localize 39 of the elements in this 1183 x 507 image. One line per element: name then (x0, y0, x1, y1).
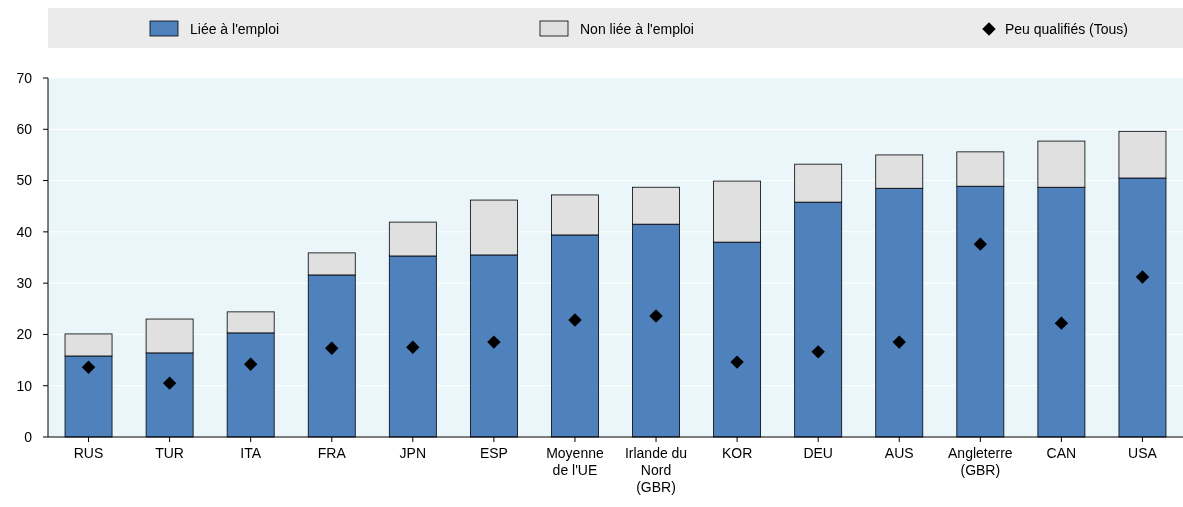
point (811, 345, 825, 359)
legend-label: Peu qualifiés (Tous) (1005, 21, 1128, 37)
point (568, 313, 582, 327)
x-tick-label: USA (1128, 445, 1158, 461)
x-tick-label: DEU (803, 445, 833, 461)
point (162, 376, 177, 390)
y-tick-label: 60 (16, 121, 33, 138)
x-tick-label: Moyenne de l'UE (546, 445, 604, 478)
point (649, 309, 663, 323)
point (1135, 270, 1150, 284)
point (730, 355, 744, 369)
x-tick-label: KOR (721, 445, 753, 461)
x-tick-label: ESP (479, 445, 508, 461)
y-tick-label: 20 (16, 326, 33, 343)
x-tick-label: ITA (240, 445, 262, 461)
y-tick-label: 70 (16, 69, 33, 86)
y-tick-label: 40 (16, 223, 33, 240)
x-tick-label: AUS (884, 445, 914, 461)
x-tick-label: Angleterre (GBR) (948, 445, 1013, 478)
legend-label: Non liée à l'emploi (580, 21, 694, 37)
x-tick-label: FRA (317, 445, 347, 461)
point (973, 237, 988, 251)
x-tick-label: TUR (155, 445, 184, 461)
point (487, 335, 501, 349)
x-tick-label: Irlande du Nord (GBR) (624, 445, 688, 495)
x-tick-label: CAN (1046, 445, 1077, 461)
y-tick-label: 30 (16, 275, 33, 292)
y-tick-label: 50 (16, 172, 33, 189)
point (325, 341, 339, 355)
point (81, 360, 96, 374)
x-tick-label: JPN (399, 445, 427, 461)
point (243, 357, 258, 371)
x-tick-label: RUS (73, 445, 104, 461)
legend-label: Liée à l'emploi (190, 21, 280, 37)
point (1054, 316, 1069, 330)
y-tick-label: 0 (24, 428, 33, 445)
point (892, 335, 906, 349)
y-tick-label: 10 (16, 377, 33, 394)
point (406, 340, 420, 354)
